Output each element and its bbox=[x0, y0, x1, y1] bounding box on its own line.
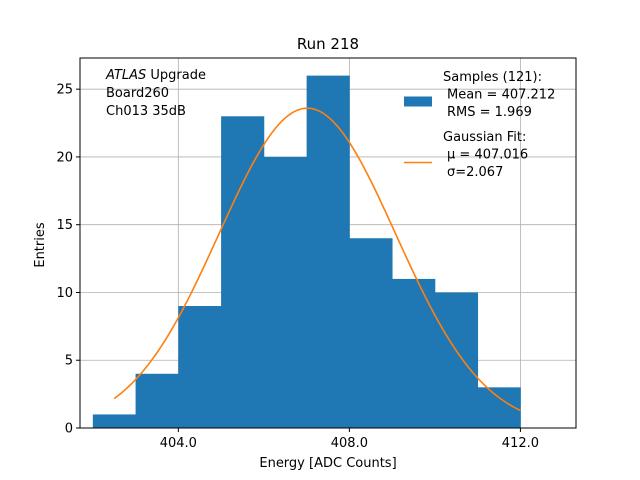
legend-text-line: RMS = 1.969 bbox=[447, 105, 532, 120]
annotation-line: ATLAS Upgrade bbox=[105, 68, 206, 83]
legend: Samples (121): Mean = 407.212 RMS = 1.969 G… bbox=[404, 70, 555, 180]
x-axis-label: Energy [ADC Counts] bbox=[259, 456, 396, 471]
legend-patch-samples bbox=[404, 96, 432, 107]
y-tick-label: 5 bbox=[65, 354, 73, 369]
annotation-line: Ch013 35dB bbox=[106, 104, 186, 119]
y-tick-label: 20 bbox=[56, 150, 73, 165]
legend-text-line: μ = 407.016 bbox=[447, 148, 528, 163]
x-tick-label: 412.0 bbox=[502, 436, 539, 451]
y-axis-label: Entries bbox=[33, 222, 48, 268]
x-tick-label: 408.0 bbox=[331, 436, 368, 451]
plot-frame bbox=[79, 57, 577, 429]
legend-text-line: Gaussian Fit: bbox=[443, 130, 526, 145]
annotation-text: Board260 bbox=[106, 86, 169, 101]
histogram-bars bbox=[92, 75, 521, 429]
atlas-annotation: ATLAS Upgrade Board260 Ch013 35dB bbox=[105, 68, 206, 119]
histogram-bar bbox=[349, 238, 393, 428]
histogram-bar bbox=[178, 306, 222, 428]
gaussian-fit-curve bbox=[113, 107, 521, 412]
x-tick-label: 404.0 bbox=[160, 436, 197, 451]
y-tick-label: 0 bbox=[65, 422, 73, 437]
histogram-bar bbox=[434, 292, 479, 428]
legend-text-line: Mean = 407.212 bbox=[447, 88, 555, 103]
annotation-italic-text: ATLAS bbox=[105, 68, 146, 83]
legend-text-line: σ=2.067 bbox=[447, 165, 503, 180]
chart-title: Run 218 bbox=[297, 35, 359, 53]
axis-ticks: 404.0 408.0 412.0 0 5 10 15 20 25 bbox=[56, 83, 539, 451]
histogram-bar bbox=[92, 414, 136, 428]
y-tick-label: 25 bbox=[56, 83, 73, 98]
histogram-bar bbox=[306, 75, 350, 428]
legend-text-line: Samples (121): bbox=[443, 70, 542, 85]
y-tick-label: 10 bbox=[56, 286, 73, 301]
histogram-bar bbox=[392, 278, 436, 428]
annotation-text: Ch013 35dB bbox=[106, 104, 186, 119]
histogram-bar bbox=[221, 116, 265, 429]
annotation-line: Board260 bbox=[106, 86, 169, 101]
histogram-bar bbox=[135, 373, 179, 428]
histogram-bar bbox=[263, 156, 308, 428]
y-tick-label: 15 bbox=[56, 218, 73, 233]
annotation-text: Upgrade bbox=[146, 68, 206, 83]
